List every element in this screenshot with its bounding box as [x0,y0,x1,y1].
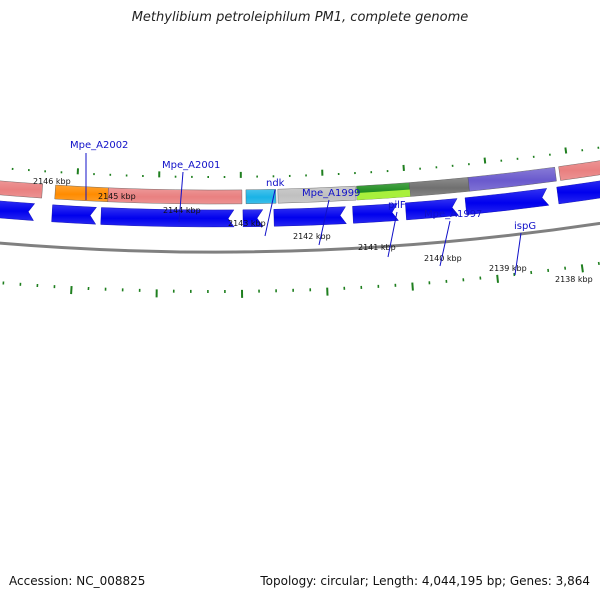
cds-arrow [273,206,347,227]
scale-tick [483,157,487,164]
cds-arrow [464,188,550,215]
cds-arrow [242,209,264,228]
accession-label: Accession: NC_008825 [9,574,146,588]
map-title: Methylibium petroleiphilum PM1, complete… [131,10,469,25]
gene-label: Mpe_A2001 [162,160,220,171]
cds-arrow [51,204,97,225]
gene-label-leader [318,199,330,246]
gene-block [277,185,357,204]
gene-block [245,189,277,205]
kbp-label: 2140 kbp [424,254,462,263]
kbp-label: 2141 kbp [358,243,396,252]
scale-tick [580,264,584,273]
gene-label: Mpe_A2002 [70,140,128,151]
gene-label: Mpe_A1999 [302,188,360,199]
kbp-labels: 2146 kbp 2145 kbp 2144 kbp 2143 kbp 2142 kbp… [33,177,593,284]
scale-ticks [11,146,600,178]
gene-block [107,187,243,205]
cds-arrow [352,203,399,224]
gene-block [408,177,470,197]
gene-block [356,189,411,200]
gene-label-leader [387,211,398,258]
gene-label: ispG [514,221,536,232]
gene-block [558,160,600,181]
cds-arrow [556,180,600,205]
scale-ticks [2,261,600,298]
genome-summary: Topology: circular; Length: 4,044,195 bp… [260,574,590,588]
gene-label: ndk [266,178,285,189]
gene-label-leader [264,189,276,237]
genome-backbone-line [0,221,600,254]
gene-track [0,160,600,205]
kbp-label: 2146 kbp [33,177,71,186]
gene-label: Mpe_A1997 [424,209,482,220]
cds-arrow [0,200,36,221]
scale-tick [70,286,73,295]
cds-arrow [100,207,235,228]
kbp-label: 2144 kbp [163,206,201,215]
scale-tick [564,147,568,154]
gene-block [0,180,43,199]
kbp-label: 2142 kbp [293,232,331,241]
gene-label: pilF [388,200,406,211]
cds-track [0,180,600,228]
kbp-label: 2138 kbp [555,275,593,284]
gene-label-leader [514,232,522,276]
gene-label-leader [439,220,451,267]
kbp-label: 2139 kbp [489,264,527,273]
scale-tick [597,261,600,266]
kbp-label: 2145 kbp [98,192,136,201]
genome-backbone [0,221,600,254]
scale-tick [496,274,499,283]
scale-tick [411,282,414,291]
cds-arrow [405,198,460,221]
kbp-label: 2143 kbp [228,219,266,228]
gene-label-leader [178,171,184,223]
gene-block [467,166,557,192]
